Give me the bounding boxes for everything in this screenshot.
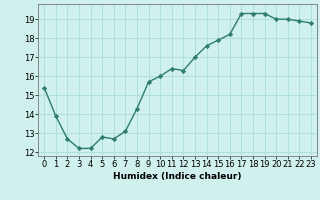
X-axis label: Humidex (Indice chaleur): Humidex (Indice chaleur) [113,172,242,181]
